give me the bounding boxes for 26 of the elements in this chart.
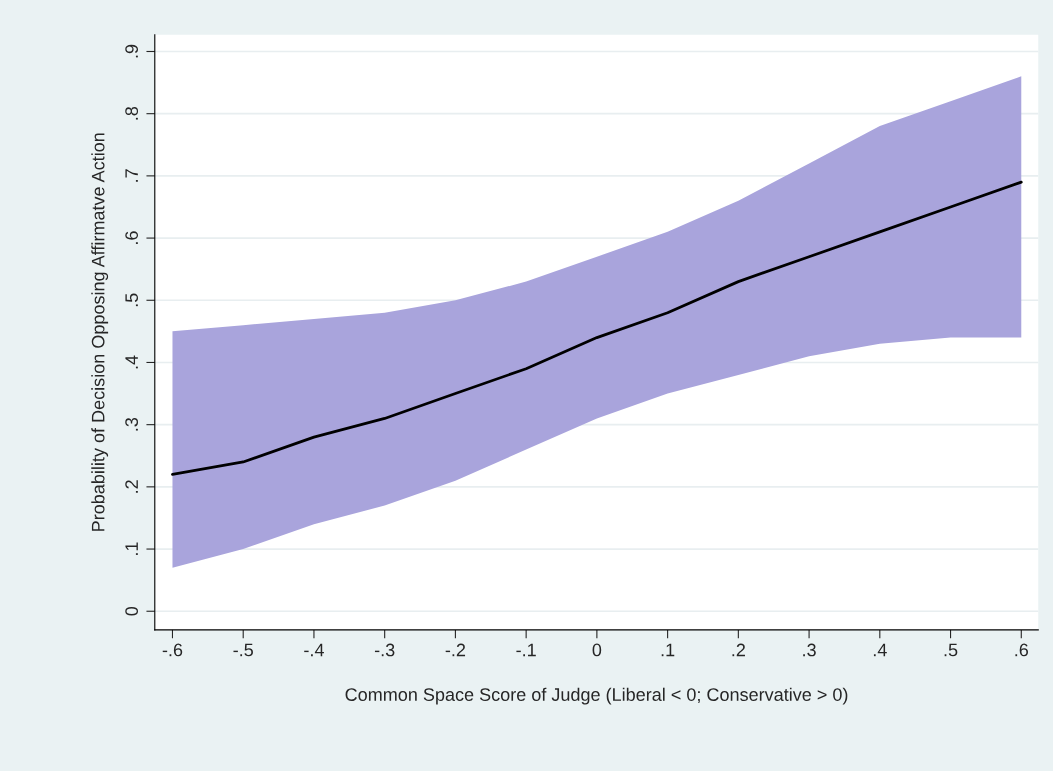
line-series [171,180,1023,476]
y-tick-label: .7 [125,169,138,182]
x-tick-label: -.3 [374,643,395,657]
x-tick-label: .4 [873,643,887,657]
y-tick-label: .5 [125,293,139,307]
x-tick-label: .1 [661,643,675,657]
x-axis-title: Common Space Score of Judge (Liberal < 0; Conservative > 0) [345,687,848,705]
y-axis-title: Probability of Decision Opposing Affirmatve Action [91,133,109,531]
x-tick-label: -.5 [233,643,253,657]
x-tick-label: -.2 [445,643,466,657]
x-tick-label: .3 [803,643,816,657]
x-tick-label: -.1 [516,643,536,657]
x-tick-label: .5 [944,643,958,657]
y-tick-label: .4 [125,355,138,369]
y-tick-label: .8 [125,106,139,120]
y-tick-label: .6 [125,231,139,244]
y-tick-label: .9 [125,44,139,58]
x-tick-label: -.6 [162,643,183,657]
y-tick-label: .2 [125,480,138,493]
x-tick-label: 0 [592,643,602,657]
y-tick-label: .3 [125,417,139,431]
x-tick-label: -.4 [304,643,324,657]
y-tick-label: .1 [125,542,138,555]
x-tick-label: .6 [1015,643,1029,657]
y-tick-label: 0 [125,606,139,616]
x-tick-label: .2 [732,643,745,657]
